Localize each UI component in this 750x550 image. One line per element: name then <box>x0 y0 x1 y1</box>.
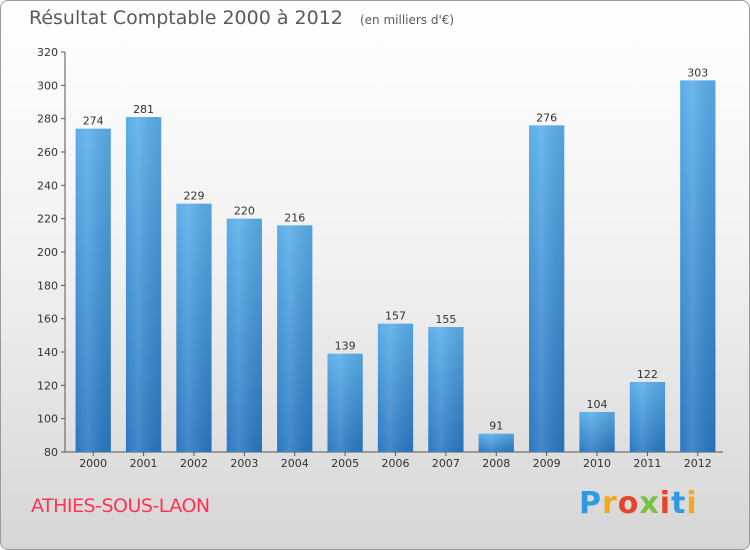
x-tick-label: 2001 <box>130 457 158 470</box>
logo-letter: i <box>659 486 672 521</box>
town-name: ATHIES-SOUS-LAON <box>31 495 210 517</box>
bar-sheen-2008 <box>478 433 514 452</box>
bar-sheen-2012 <box>680 80 716 452</box>
value-label: 122 <box>637 368 658 381</box>
value-label: 281 <box>133 103 154 116</box>
y-tick-label: 240 <box>37 179 58 192</box>
value-label: 157 <box>385 310 406 323</box>
x-tick-label: 2011 <box>633 457 661 470</box>
chart-header: Résultat Comptable 2000 à 2012 (en milli… <box>29 7 454 29</box>
bar-sheen-2007 <box>428 327 464 452</box>
chart-subtitle: (en milliers d'€) <box>359 13 455 27</box>
bar-sheen-2005 <box>327 353 363 452</box>
proxiti-logo[interactable]: Proxiti <box>579 486 698 521</box>
x-tick-label: 2005 <box>331 457 359 470</box>
bar-sheen-2003 <box>226 218 262 452</box>
y-tick-label: 180 <box>37 279 58 292</box>
value-label: 216 <box>284 211 305 224</box>
x-tick-label: 2003 <box>230 457 258 470</box>
bar-sheen-2009 <box>529 125 565 452</box>
value-label: 274 <box>83 115 104 128</box>
bar-sheen-2006 <box>377 323 414 452</box>
x-tick-label: 2004 <box>281 457 309 470</box>
y-tick-label: 220 <box>37 213 58 226</box>
y-tick-label: 120 <box>37 379 58 392</box>
x-tick-label: 2009 <box>533 457 561 470</box>
y-tick-label: 260 <box>37 146 58 159</box>
value-label: 139 <box>335 340 356 353</box>
x-tick-label: 2002 <box>180 457 208 470</box>
value-labels: 274 281 229 220 216 139 157 155 91 276 104 122 303 <box>83 66 709 432</box>
y-tick-label: 80 <box>44 446 58 459</box>
x-tick-label: 2000 <box>79 457 107 470</box>
value-label: 220 <box>234 205 255 218</box>
y-tick-label: 300 <box>37 79 58 92</box>
value-label: 229 <box>183 190 204 203</box>
value-label: 155 <box>435 313 456 326</box>
value-label: 104 <box>587 398 608 411</box>
logo-letter: t <box>671 486 687 521</box>
y-tick-label: 140 <box>37 346 58 359</box>
x-tick-label: 2010 <box>583 457 611 470</box>
logo-letter: r <box>602 486 618 521</box>
value-label: 276 <box>536 111 557 124</box>
logo-letter: i <box>686 486 698 521</box>
y-tick-label: 320 <box>37 46 58 59</box>
bars <box>75 80 716 452</box>
x-tick-label: 2006 <box>382 457 410 470</box>
x-tick-label: 2008 <box>482 457 510 470</box>
chart-title: Résultat Comptable 2000 à 2012 <box>29 7 343 29</box>
bar-sheen-2001 <box>125 117 162 452</box>
bar-sheen-2004 <box>277 225 313 452</box>
logo-letter: P <box>579 486 602 521</box>
bar-sheen-2011 <box>629 382 666 452</box>
bar-sheen-2000 <box>75 128 111 452</box>
value-label: 303 <box>687 66 708 79</box>
y-tick-label: 200 <box>37 246 58 259</box>
bar-sheen-2010 <box>579 412 615 452</box>
value-label: 91 <box>489 420 503 433</box>
x-tick-label: 2012 <box>684 457 712 470</box>
y-tick-label: 160 <box>37 313 58 326</box>
y-tick-label: 280 <box>37 113 58 126</box>
logo-letter: o <box>617 486 640 521</box>
logo-letter: x <box>639 486 660 521</box>
x-tick-label: 2007 <box>432 457 460 470</box>
y-tick-label: 100 <box>37 413 58 426</box>
bar-sheen-2002 <box>176 203 212 452</box>
